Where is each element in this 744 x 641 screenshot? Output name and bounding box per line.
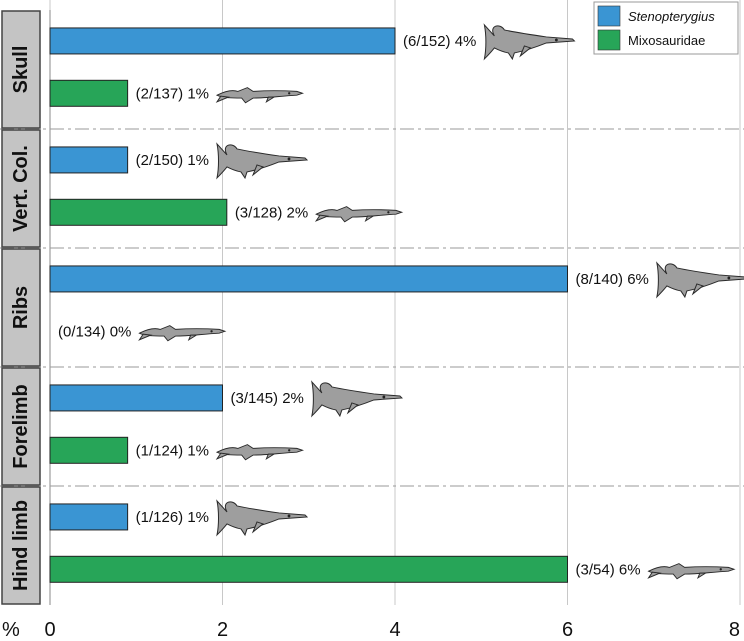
legend-label-mixosauridae: Mixosauridae bbox=[628, 33, 705, 48]
ichthyosaur-icon bbox=[657, 263, 744, 297]
bar-mixosauridae-forelimb bbox=[50, 437, 128, 463]
bar-label-stenopterygius-vert-col: (2/150) 1% bbox=[136, 152, 209, 169]
bar-mixosauridae-skull bbox=[50, 80, 128, 106]
bar-label-mixosauridae-hind-limb: (3/54) 6% bbox=[576, 561, 641, 578]
category-label-skull: Skull bbox=[10, 46, 32, 94]
legend: Stenopterygius Mixosauridae bbox=[594, 2, 738, 54]
bar-label-stenopterygius-skull: (6/152) 4% bbox=[403, 33, 476, 50]
bar-label-stenopterygius-forelimb: (3/145) 2% bbox=[231, 390, 304, 407]
ichthyosaur-icon bbox=[649, 564, 735, 579]
ichthyosaur-icon bbox=[217, 501, 307, 535]
ichthyosaur-icon bbox=[312, 382, 402, 416]
legend-swatch-stenopterygius bbox=[598, 6, 620, 26]
bar-stenopterygius-hind-limb bbox=[50, 504, 128, 530]
ichthyosaur-icon bbox=[139, 326, 225, 341]
ichthyosaur-icon bbox=[217, 144, 307, 178]
ichthyosaur-icon bbox=[217, 445, 303, 460]
x-tick-label-2: 2 bbox=[217, 619, 228, 641]
bar-stenopterygius-vert-col bbox=[50, 147, 128, 173]
x-tick-label-4: 4 bbox=[389, 619, 400, 641]
x-axis-ticks: 0 2 4 6 8 bbox=[44, 619, 740, 641]
category-label-ribs: Ribs bbox=[10, 286, 32, 329]
category-label-hind-limb: Hind limb bbox=[10, 500, 32, 591]
bars bbox=[50, 28, 568, 582]
ichthyosaur-icon bbox=[217, 88, 303, 103]
bar-label-stenopterygius-hind-limb: (1/126) 1% bbox=[136, 509, 209, 526]
fossil-frequency-chart: Skull Vert. Col. Ribs Forelimb Hind limb (6/… bbox=[0, 0, 744, 641]
bar-label-mixosauridae-ribs: (0/134) 0% bbox=[58, 323, 131, 340]
bar-stenopterygius-ribs bbox=[50, 266, 568, 292]
ichthyosaur-icon bbox=[484, 25, 574, 59]
legend-swatch-mixosauridae bbox=[598, 30, 620, 50]
bar-stenopterygius-skull bbox=[50, 28, 395, 54]
bar-label-mixosauridae-vert-col: (3/128) 2% bbox=[235, 204, 308, 221]
bar-mixosauridae-vert-col bbox=[50, 199, 227, 225]
ichthyosaur-icon bbox=[316, 207, 402, 222]
category-panels: Skull Vert. Col. Ribs Forelimb Hind limb bbox=[2, 11, 40, 604]
silhouettes bbox=[139, 25, 744, 579]
x-tick-label-8: 8 bbox=[729, 619, 740, 641]
legend-label-stenopterygius: Stenopterygius bbox=[628, 9, 715, 24]
x-tick-label-6: 6 bbox=[562, 619, 573, 641]
category-label-forelimb: Forelimb bbox=[10, 384, 32, 468]
x-axis-unit-label: % bbox=[2, 619, 20, 641]
category-separators bbox=[0, 129, 744, 486]
bar-label-mixosauridae-skull: (2/137) 1% bbox=[136, 85, 209, 102]
bar-label-mixosauridae-forelimb: (1/124) 1% bbox=[136, 442, 209, 459]
x-tick-label-0: 0 bbox=[44, 619, 55, 641]
category-label-vert-col: Vert. Col. bbox=[10, 145, 32, 232]
bar-mixosauridae-hind-limb bbox=[50, 556, 568, 582]
bar-labels: (6/152) 4% (2/137) 1% (2/150) 1% (3/128) 2%… bbox=[58, 33, 649, 578]
bar-label-stenopterygius-ribs: (8/140) 6% bbox=[576, 271, 649, 288]
bar-stenopterygius-forelimb bbox=[50, 385, 223, 411]
